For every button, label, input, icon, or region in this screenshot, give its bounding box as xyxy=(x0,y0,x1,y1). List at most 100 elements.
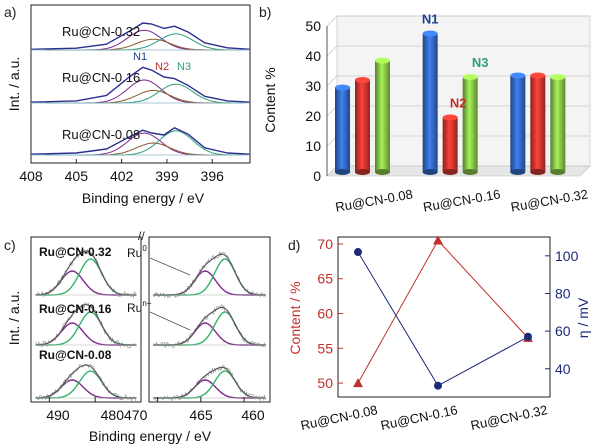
panel-d-xtick-1: Ru@CN-0.16 xyxy=(379,402,459,433)
panel-c-envelope-0-1 xyxy=(153,253,266,296)
panel-a-xtick-label-0: 408 xyxy=(19,168,43,184)
panel-a-xtick-label-1: 405 xyxy=(65,168,89,184)
panel-d-lines xyxy=(353,235,533,390)
panel-a-xtick-label-4: 396 xyxy=(201,168,225,184)
panel-c-raw-0-1 xyxy=(153,251,266,299)
panel-c-xtick-490: 490 xyxy=(46,407,70,423)
panel-c-label: c) xyxy=(4,237,16,253)
panel-c-label-cn032: Ru@CN-0.32 xyxy=(39,245,112,259)
panel-c-envelope-0-0 xyxy=(35,250,137,296)
panel-d-point-eta-2 xyxy=(524,332,532,341)
panel-b-bar-base-N2-0 xyxy=(355,169,370,175)
panel-b-ytick-0: 0 xyxy=(313,168,321,184)
panel-c-component-0-0-1 xyxy=(35,258,137,296)
panel-b-bar-N3-2 xyxy=(550,77,566,172)
panel-d-yticks-left: 50 55 60 65 70 xyxy=(317,236,343,391)
panel-d-ytick-4: 70 xyxy=(317,236,333,252)
panel-c-leader-ru0 xyxy=(149,257,191,276)
panel-b-bar-N3-1 xyxy=(462,77,478,172)
panel-c-envelope-1-1 xyxy=(153,306,266,346)
panel-c: c) // Ru@CN-0.32 Ru@CN-0.16 Ru@CN-0.08 R… xyxy=(4,229,271,444)
panel-d-line-0 xyxy=(357,239,529,384)
panel-b-gridslant-3 xyxy=(326,75,338,87)
panel-b-bar-base-N1-1 xyxy=(422,169,438,175)
panel-d-y2tick-3: 100 xyxy=(555,248,579,264)
panel-b-label: b) xyxy=(259,4,271,20)
panel-b-bar-cap-N2-0 xyxy=(355,77,370,83)
panel-a-annot-n2: N2 xyxy=(155,61,169,73)
panel-a-label: a) xyxy=(4,4,16,20)
panel-b-bar-base-N3-2 xyxy=(550,169,566,175)
panel-c-raw-1-0 xyxy=(35,301,137,349)
panel-c-frame-left xyxy=(30,236,142,403)
panel-b-xtick-0: Ru@CN-0.08 xyxy=(334,186,414,214)
panel-b-ytick-4: 40 xyxy=(305,48,321,64)
panel-d-ytick-2: 60 xyxy=(317,306,333,322)
panel-b-bar-base-N3-1 xyxy=(462,169,478,175)
panel-a-envelope-0 xyxy=(30,22,251,50)
panel-c-leader-run xyxy=(149,311,191,331)
panel-c-curves xyxy=(35,248,266,402)
panel-a-frame xyxy=(30,4,251,164)
panel-d-label: d) xyxy=(288,237,300,253)
panel-c-ylabel: Int. / a.u. xyxy=(6,291,22,345)
panel-d-line-1 xyxy=(357,251,529,387)
panel-a-label-cn032: Ru@CN-0.32 xyxy=(62,24,140,39)
panel-c-raw-1-1 xyxy=(152,303,266,348)
panel-a-annot-n3: N3 xyxy=(177,61,191,73)
panel-a: a) Ru@CN-0.32 Ru@CN-0.16 Ru@CN-0.08 N1 N… xyxy=(4,4,251,206)
panel-a-component-1-2 xyxy=(46,83,243,104)
panel-d-ylabel: Content / % xyxy=(287,281,303,354)
panel-b-ytick-3: 30 xyxy=(305,78,321,94)
panel-b-bar-N1-0 xyxy=(335,87,350,172)
panel-b-xtick-2: Ru@CN-0.32 xyxy=(510,186,590,214)
panel-b-bar-N1-1 xyxy=(422,33,438,172)
panel-d-point-content-1 xyxy=(433,235,443,245)
panel-a-envelope-2 xyxy=(30,127,251,155)
panel-a-xlabel: Binding energy / eV xyxy=(82,190,205,206)
panel-b-ytick-1: 10 xyxy=(305,138,321,154)
panel-d-point-eta-1 xyxy=(434,381,442,390)
panel-c-label-cn016: Ru@CN-0.16 xyxy=(39,302,112,316)
panel-a-ylabel: Int. / a.u. xyxy=(6,57,22,111)
panel-b-bar-cap-N1-2 xyxy=(510,72,526,79)
panel-b-label-n3: N3 xyxy=(472,55,489,70)
panel-b-xticks: Ru@CN-0.08 Ru@CN-0.16 Ru@CN-0.32 xyxy=(334,186,589,214)
panel-c-annot-ru0: Ru0 xyxy=(127,244,147,260)
panel-a-annot-n1: N1 xyxy=(133,51,147,63)
panel-d-xtick-2: Ru@CN-0.32 xyxy=(469,402,549,433)
panel-b-bar-base-N1-2 xyxy=(510,169,526,175)
panel-c-component-2-0-1 xyxy=(35,370,137,399)
panel-a-envelope-1 xyxy=(30,66,251,103)
panel-b-bar-base-N1-0 xyxy=(335,169,350,175)
panel-a-label-cn016: Ru@CN-0.16 xyxy=(62,70,140,85)
panel-b-bar-base-N3-0 xyxy=(375,169,390,175)
panel-d-yticks-right: 40 60 80 100 xyxy=(545,248,579,377)
panel-c-break: // xyxy=(138,229,145,243)
panel-c-raw-2-1 xyxy=(153,364,266,402)
panel-d-y2label: η / mV xyxy=(575,297,591,338)
panel-b-bar-N2-2 xyxy=(530,75,546,172)
panel-b-bar-cap-N2-1 xyxy=(442,114,458,121)
panel-b-gridslant-5 xyxy=(326,15,338,27)
panel-c-component-0-1-1 xyxy=(153,258,266,296)
panel-a-label-cn008: Ru@CN-0.08 xyxy=(62,127,140,142)
panel-b-ylabel: Content % xyxy=(262,67,278,132)
panel-d-xtick-0: Ru@CN-0.08 xyxy=(299,402,379,433)
panel-b-bar-N1-2 xyxy=(510,75,526,172)
panel-c-label-cn008: Ru@CN-0.08 xyxy=(39,348,112,362)
panel-c-xlabel: Binding energy / eV xyxy=(89,428,212,444)
panel-c-raw-0-0 xyxy=(35,248,137,298)
panel-b-xtick-1: Ru@CN-0.16 xyxy=(422,186,502,214)
panel-b-bar-N2-0 xyxy=(355,80,370,172)
panel-d-y2tick-2: 80 xyxy=(555,285,571,301)
panel-b-label-n1: N1 xyxy=(422,12,439,27)
panel-c-envelope-2-1 xyxy=(153,366,266,399)
panel-b-bars xyxy=(335,30,566,175)
panel-d-point-content-0 xyxy=(353,378,363,388)
panel-c-envelope-1-0 xyxy=(35,304,137,346)
panel-c-component-1-0-1 xyxy=(35,311,137,346)
panel-b-bar-N3-0 xyxy=(375,60,390,172)
